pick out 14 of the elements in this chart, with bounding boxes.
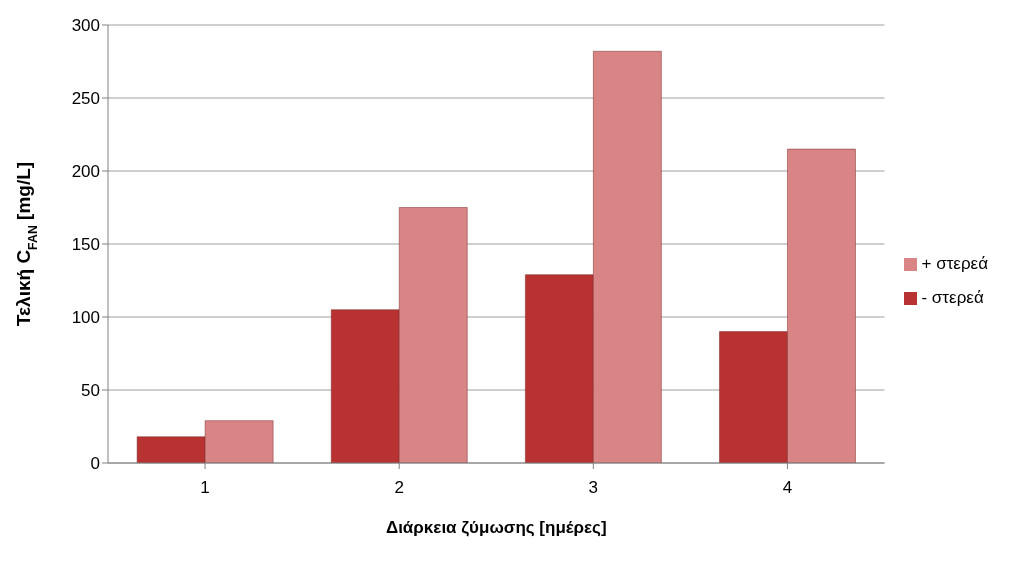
x-tick-label: 4 <box>782 478 793 498</box>
y-tick-label: 100 <box>71 308 100 328</box>
legend-label: - στερεά <box>921 287 984 307</box>
y-tick-label: 250 <box>71 89 100 109</box>
x-tick-label: 1 <box>200 478 210 498</box>
x-tick-label: 3 <box>588 478 599 498</box>
y-tick-label: 150 <box>71 235 100 255</box>
y-tick-label: 50 <box>81 381 100 401</box>
x-tick-label: 2 <box>394 478 404 498</box>
y-tick-label: 300 <box>71 16 100 36</box>
x-axis-title: Διάρκεια ζύμωσης [ημέρες] <box>385 518 607 537</box>
y-tick-label: 0 <box>90 454 100 474</box>
legend-label: + στερεά <box>921 253 988 273</box>
y-tick-label: 200 <box>71 162 100 182</box>
